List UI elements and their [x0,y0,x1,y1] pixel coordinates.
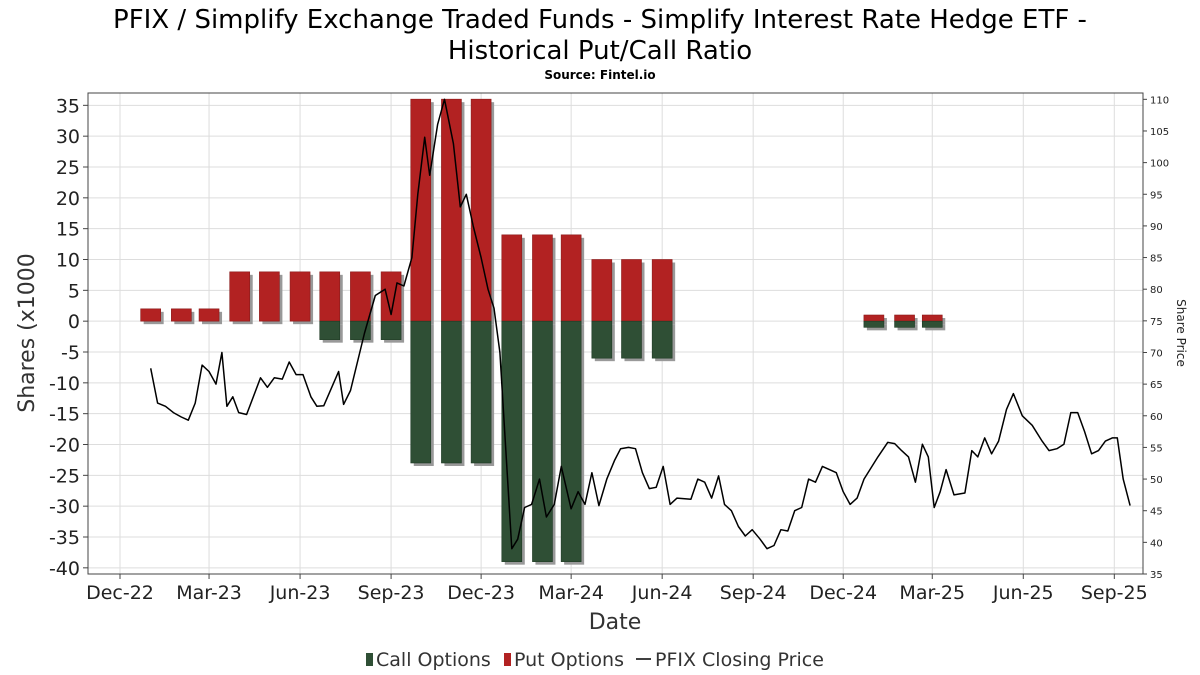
y2-tick-label: 110 [1150,95,1169,106]
y-tick-label: 15 [56,219,80,241]
price-line [149,98,1131,550]
x-tick-label: Dec-24 [809,582,877,604]
put-bar [350,271,371,322]
put-bar [171,308,192,322]
put-bar [894,314,915,322]
x-tick-label: Mar-24 [538,582,604,604]
y-tick-label: -25 [49,465,80,487]
put-bar [140,308,161,322]
call-bar [501,320,523,562]
put-bar [621,259,642,322]
call-bar [863,320,885,328]
chart-title-line2: Historical Put/Call Ratio [448,36,752,66]
y2-tick-label: 95 [1150,190,1163,201]
legend-call-label: Call Options [376,649,491,671]
y-tick-label: 10 [56,250,80,272]
put-bar [410,98,432,322]
legend-call-swatch [366,653,373,666]
x-tick-label: Jun-24 [631,582,693,604]
x-tick-label: Mar-23 [176,582,242,604]
bar-layer [140,98,946,565]
x-tick-label: Dec-23 [447,582,515,604]
call-bar [319,320,341,340]
y-tick-label: -20 [49,435,80,457]
chart-subtitle: Source: Fintel.io [544,68,655,82]
y-tick-label: -30 [49,496,80,518]
x-tick-label: Sep-24 [720,582,787,604]
legend: Call Options Put Options PFIX Closing Pr… [366,649,824,671]
x-tick-label: Dec-22 [86,582,154,604]
call-bar [532,320,553,562]
call-bar [591,320,613,359]
y-tick-label: 0 [68,311,80,333]
put-bar [259,271,280,322]
y2-tick-label: 45 [1150,507,1163,518]
call-bar [651,320,673,359]
y-tick-label: 5 [68,280,80,302]
call-bar [441,320,462,464]
y-tick-label: 35 [56,95,80,117]
call-bar [894,320,915,328]
y2-tick-label: 65 [1150,380,1163,391]
y-tick-label: -35 [49,527,80,549]
y-tick-label: 30 [56,126,80,148]
y-tick-label: -5 [61,342,80,364]
grid-layer [88,93,1143,574]
call-bar [380,320,402,340]
put-bar [591,259,613,322]
legend-put-swatch [504,653,511,666]
chart-title-line1: PFIX / Simplify Exchange Traded Funds - … [113,5,1087,35]
y2-tick-label: 60 [1150,412,1163,423]
put-bar [921,314,943,322]
call-bar [410,320,432,464]
x-tick-label: Jun-25 [992,582,1054,604]
y-tick-label: -15 [49,404,80,426]
y2-tick-label: 40 [1150,538,1163,549]
y-tick-label: -40 [49,558,80,580]
x-tick-label: Jun-23 [269,582,331,604]
axis-layer: 35302520151050-5-10-15-20-25-30-35-40110… [49,95,1169,604]
put-bar [198,308,220,322]
call-bar [921,320,943,328]
y-tick-label: -10 [49,373,80,395]
plot-frame [87,92,1144,575]
x-tick-label: Sep-23 [358,582,425,604]
y2-tick-label: 50 [1150,475,1163,486]
put-bar [532,234,553,322]
y2-tick-label: 105 [1150,127,1169,138]
y-tick-label: 25 [56,157,80,179]
call-bar [560,320,582,562]
y2-tick-label: 35 [1150,570,1163,581]
call-bar [470,320,492,464]
y2-tick-label: 90 [1150,222,1163,233]
x-tick-label: Sep-25 [1081,582,1148,604]
put-bar [651,259,673,322]
y2-tick-label: 75 [1150,317,1163,328]
y2-tick-label: 100 [1150,159,1169,170]
y-tick-label: 20 [56,188,80,210]
y2-tick-label: 55 [1150,443,1163,454]
y2-tick-label: 70 [1150,348,1163,359]
put-bar [560,234,582,322]
put-bar [319,271,341,322]
legend-price-label: PFIX Closing Price [655,649,824,671]
legend-put-label: Put Options [514,649,624,671]
y2-tick-label: 80 [1150,285,1163,296]
x-tick-label: Mar-25 [899,582,965,604]
put-bar [289,271,311,322]
price-layer [149,98,1131,550]
y2-tick-label: 85 [1150,254,1163,265]
put-bar [229,271,251,322]
x-axis-label: Date [589,610,642,635]
call-bar [350,320,371,340]
put-bar [501,234,523,322]
put-bar [863,314,885,322]
call-bar [621,320,642,359]
y2-axis-label: Share Price [1174,299,1188,367]
y-axis-label: Shares (x1000 [15,253,40,413]
